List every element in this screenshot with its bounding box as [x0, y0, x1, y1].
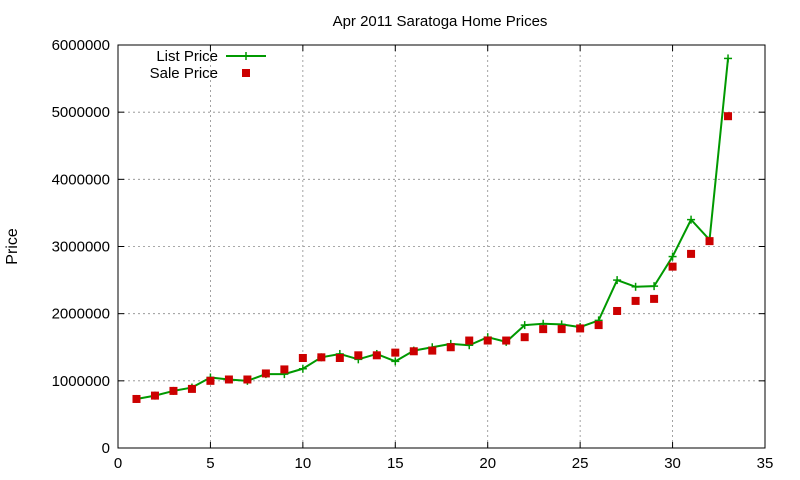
sale-price-point	[409, 347, 418, 356]
sale-price-point	[372, 351, 381, 360]
y-tick-label: 5000000	[52, 104, 110, 121]
sale-price-point	[502, 336, 511, 345]
sale-price-point	[391, 348, 400, 357]
sale-price-point	[261, 369, 270, 378]
x-tick-label: 5	[206, 455, 214, 472]
sale-price-point	[187, 384, 196, 393]
y-tick-label: 3000000	[52, 239, 110, 256]
legend-label: List Price	[156, 48, 218, 65]
sale-price-point	[705, 237, 714, 246]
list-price-point	[631, 282, 640, 291]
sale-price-point	[520, 333, 529, 342]
x-tick-label: 15	[387, 455, 404, 472]
sale-price-point	[613, 306, 622, 315]
y-tick-label: 1000000	[52, 373, 110, 390]
plot-frame	[117, 44, 766, 449]
list-price-point	[520, 321, 529, 330]
legend-item: List Price	[156, 48, 266, 65]
sale-price-point	[132, 394, 141, 403]
sale-price-point	[298, 353, 307, 362]
list-price-point	[724, 54, 733, 63]
series-layer	[132, 54, 733, 403]
sale-price-point	[335, 353, 344, 362]
sale-price-point	[317, 353, 326, 362]
sale-price-point	[428, 346, 437, 355]
x-tick-label: 20	[479, 455, 496, 472]
list-price-point	[298, 364, 307, 373]
legend-marker	[242, 52, 250, 60]
legend-label: Sale Price	[150, 65, 218, 82]
x-tick-label: 25	[572, 455, 589, 472]
list-price-point	[687, 215, 696, 224]
sale-price-point	[446, 343, 455, 352]
sale-price-point	[557, 325, 566, 334]
sale-price-point	[631, 296, 640, 305]
x-tick-label: 35	[757, 455, 774, 472]
sale-price-point	[483, 336, 492, 345]
sale-price-point	[668, 262, 677, 271]
label-layer: Apr 2011 Saratoga Home Prices Price	[4, 13, 547, 265]
sale-price-point	[280, 365, 289, 374]
x-tick-label: 30	[664, 455, 681, 472]
sale-price-point	[687, 249, 696, 258]
sale-price-point	[150, 391, 159, 400]
list-price-point	[613, 276, 622, 285]
grid-layer	[118, 45, 765, 448]
sale-price-point	[576, 324, 585, 333]
chart-title: Apr 2011 Saratoga Home Prices	[333, 13, 548, 30]
y-tick-label: 0	[102, 440, 110, 457]
sale-price-point	[206, 376, 215, 385]
sale-price-point	[354, 351, 363, 360]
legend-item: Sale Price	[150, 65, 250, 82]
list-price-point	[650, 282, 659, 291]
sale-price-point	[243, 375, 252, 384]
sale-price-point	[169, 386, 178, 395]
y-axis-label: Price	[4, 228, 21, 265]
tick-layer: 0 5 10 15 20 25 30 35 0 1000000 2000000 3000000 4000…	[52, 37, 774, 472]
series-2	[132, 112, 733, 403]
x-tick-label: 0	[114, 455, 122, 472]
sale-price-point	[724, 112, 733, 121]
sale-price-point	[539, 325, 548, 334]
list-price-point	[668, 252, 677, 261]
y-tick-label: 6000000	[52, 37, 110, 54]
sale-price-point	[224, 375, 233, 384]
sale-price-point	[650, 294, 659, 303]
x-tick-label: 10	[295, 455, 312, 472]
legend-marker	[242, 69, 250, 77]
sale-price-point	[594, 321, 603, 330]
y-tick-label: 2000000	[52, 306, 110, 323]
y-tick-label: 4000000	[52, 171, 110, 188]
list-price-point	[391, 357, 400, 366]
sale-price-point	[465, 336, 474, 345]
